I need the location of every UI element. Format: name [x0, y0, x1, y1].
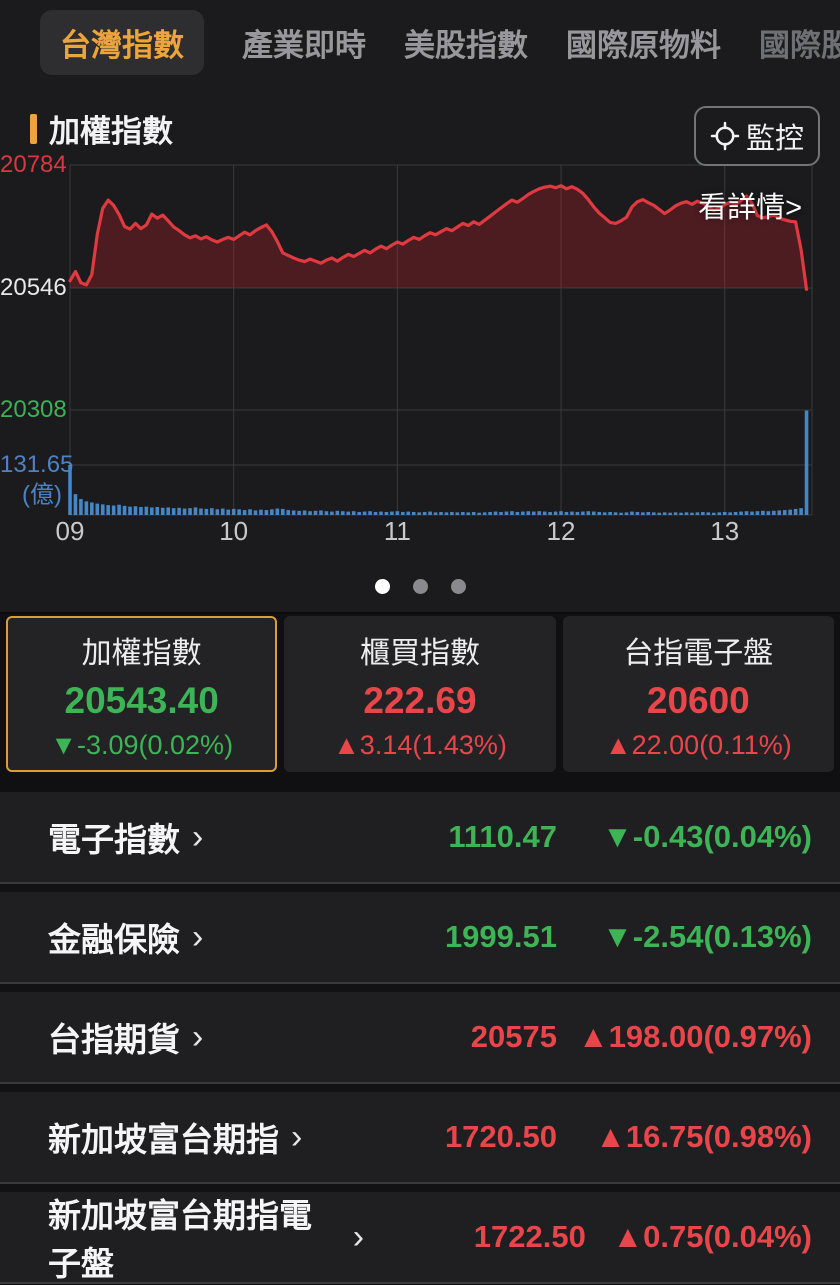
x-tick-11: 11 [383, 516, 411, 546]
carousel-dot-2[interactable] [450, 578, 466, 594]
card-change: ▲3.14(1.43%) [333, 729, 507, 760]
target-icon [710, 121, 740, 151]
tab-0[interactable]: 台灣指數 [40, 9, 204, 75]
y-label-prev-close: 20546 [0, 274, 67, 301]
tab-bar: 台灣指數產業即時美股指數國際原物料國際股市 [0, 0, 840, 84]
accent-bar [30, 113, 37, 144]
tab-3[interactable]: 國際原物料 [566, 10, 721, 75]
card-change: ▲22.00(0.11%) [604, 729, 792, 760]
list-item-1[interactable]: 金融保險 › 1999.51 ▼-2.54(0.13%) [0, 892, 840, 984]
details-link[interactable]: 看詳情> [698, 192, 802, 224]
index-card-1[interactable]: 櫃買指數 222.69 ▲3.14(1.43%) [284, 616, 556, 772]
index-card-0[interactable]: 加權指數 20543.40 ▼-3.09(0.02%) [6, 616, 278, 772]
carousel-dots [0, 560, 840, 614]
carousel-dot-1[interactable] [412, 578, 428, 594]
card-value: 20600 [646, 679, 750, 721]
y-label-volume-unit: (億) [22, 481, 62, 509]
list-item-4[interactable]: 新加坡富台期指電子盤 › 1722.50 ▲0.75(0.04%) [0, 1192, 840, 1284]
row-name: 新加坡富台期指 [48, 1121, 279, 1158]
row-change: ▼-0.43(0.04%) [602, 819, 812, 854]
index-list: 電子指數 › 1110.47 ▼-0.43(0.04%) 金融保險 › 1999.51 ▼-2… [0, 792, 840, 1284]
chevron-right-icon: › [192, 1017, 204, 1056]
x-tick-09: 09 [55, 516, 85, 546]
row-change: ▲16.75(0.98%) [595, 1119, 812, 1154]
row-value: 1999.51 [444, 919, 557, 954]
index-chart-section: 20784 20546 20308 131.65 (億) 09 10 11 12 13 … [0, 84, 840, 560]
chevron-right-icon: › [192, 917, 204, 956]
tab-1[interactable]: 產業即時 [242, 10, 366, 75]
card-name: 台指電子盤 [623, 636, 774, 670]
intraday-chart[interactable]: 20784 20546 20308 131.65 (億) 09 10 11 12 13 … [0, 84, 840, 560]
index-card-2[interactable]: 台指電子盤 20600 ▲22.00(0.11%) [562, 616, 834, 772]
card-value: 222.69 [363, 679, 477, 721]
row-value: 1720.50 [444, 1119, 557, 1154]
card-name: 加權指數 [81, 636, 202, 670]
y-label-low: 20308 [0, 396, 67, 423]
chart-canvas [68, 164, 813, 516]
x-tick-13: 13 [710, 516, 740, 546]
row-change: ▲0.75(0.04%) [612, 1219, 812, 1254]
carousel-dot-0[interactable] [374, 578, 390, 594]
chart-header: 加權指數 [30, 106, 173, 151]
index-cards: 加權指數 20543.40 ▼-3.09(0.02%) 櫃買指數 222.69 ▲3.14… [0, 614, 840, 792]
chevron-right-icon: › [291, 1117, 303, 1156]
chevron-right-icon: › [192, 817, 204, 856]
y-label-volume: 131.65 [0, 451, 74, 478]
row-value: 1722.50 [473, 1219, 586, 1254]
row-name: 電子指數 [48, 821, 180, 858]
row-change: ▲198.00(0.97%) [577, 1019, 812, 1054]
card-value: 20543.40 [64, 679, 219, 721]
x-tick-12: 12 [546, 516, 576, 546]
list-item-0[interactable]: 電子指數 › 1110.47 ▼-0.43(0.04%) [0, 792, 840, 884]
row-name: 金融保險 [48, 921, 180, 958]
row-name: 新加坡富台期指電子盤 [48, 1197, 312, 1282]
list-item-2[interactable]: 台指期貨 › 20575 ▲198.00(0.97%) [0, 992, 840, 1084]
y-label-high: 20784 [0, 151, 67, 178]
row-value: 1110.47 [448, 819, 557, 854]
tab-2[interactable]: 美股指數 [404, 10, 528, 75]
row-name: 台指期貨 [48, 1021, 180, 1058]
list-item-3[interactable]: 新加坡富台期指 › 1720.50 ▲16.75(0.98%) [0, 1092, 840, 1184]
chart-title: 加權指數 [49, 114, 173, 149]
monitor-label: 監控 [745, 123, 804, 155]
card-change: ▼-3.09(0.02%) [50, 729, 234, 760]
chevron-right-icon: › [352, 1217, 365, 1256]
monitor-button[interactable]: 監控 [693, 106, 820, 166]
row-value: 20575 [470, 1019, 557, 1054]
card-name: 櫃買指數 [359, 636, 480, 670]
row-change: ▼-2.54(0.13%) [602, 919, 812, 954]
tab-4[interactable]: 國際股市 [759, 10, 840, 75]
x-tick-10: 10 [219, 516, 249, 546]
